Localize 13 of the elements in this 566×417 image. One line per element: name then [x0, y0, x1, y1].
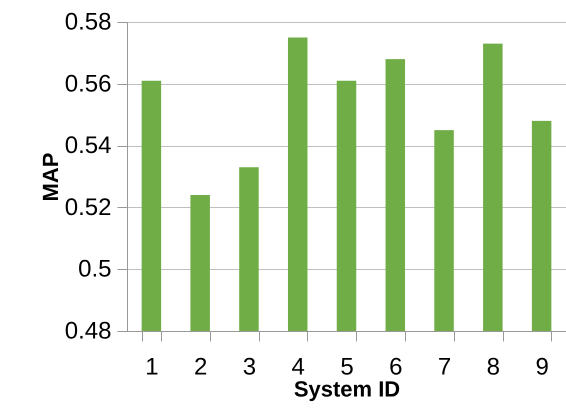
x-tick-label: 7 [438, 354, 452, 380]
y-tick-label: 0.56 [64, 70, 112, 98]
x-tick-label: 8 [486, 354, 500, 380]
y-tick-label: 0.54 [64, 132, 112, 160]
y-tick-label: 0.52 [64, 194, 112, 221]
y-tick-label: 0.5 [78, 256, 112, 283]
x-tick-label: 3 [242, 354, 256, 380]
x-tick-label: 2 [194, 354, 208, 380]
y-axis-title: MAP [38, 152, 63, 202]
y-tick-label: 0.48 [64, 318, 112, 344]
x-tick-label: 1 [145, 354, 159, 380]
x-tick-label: 9 [535, 354, 549, 380]
y-tick-label: 0.58 [64, 8, 112, 36]
